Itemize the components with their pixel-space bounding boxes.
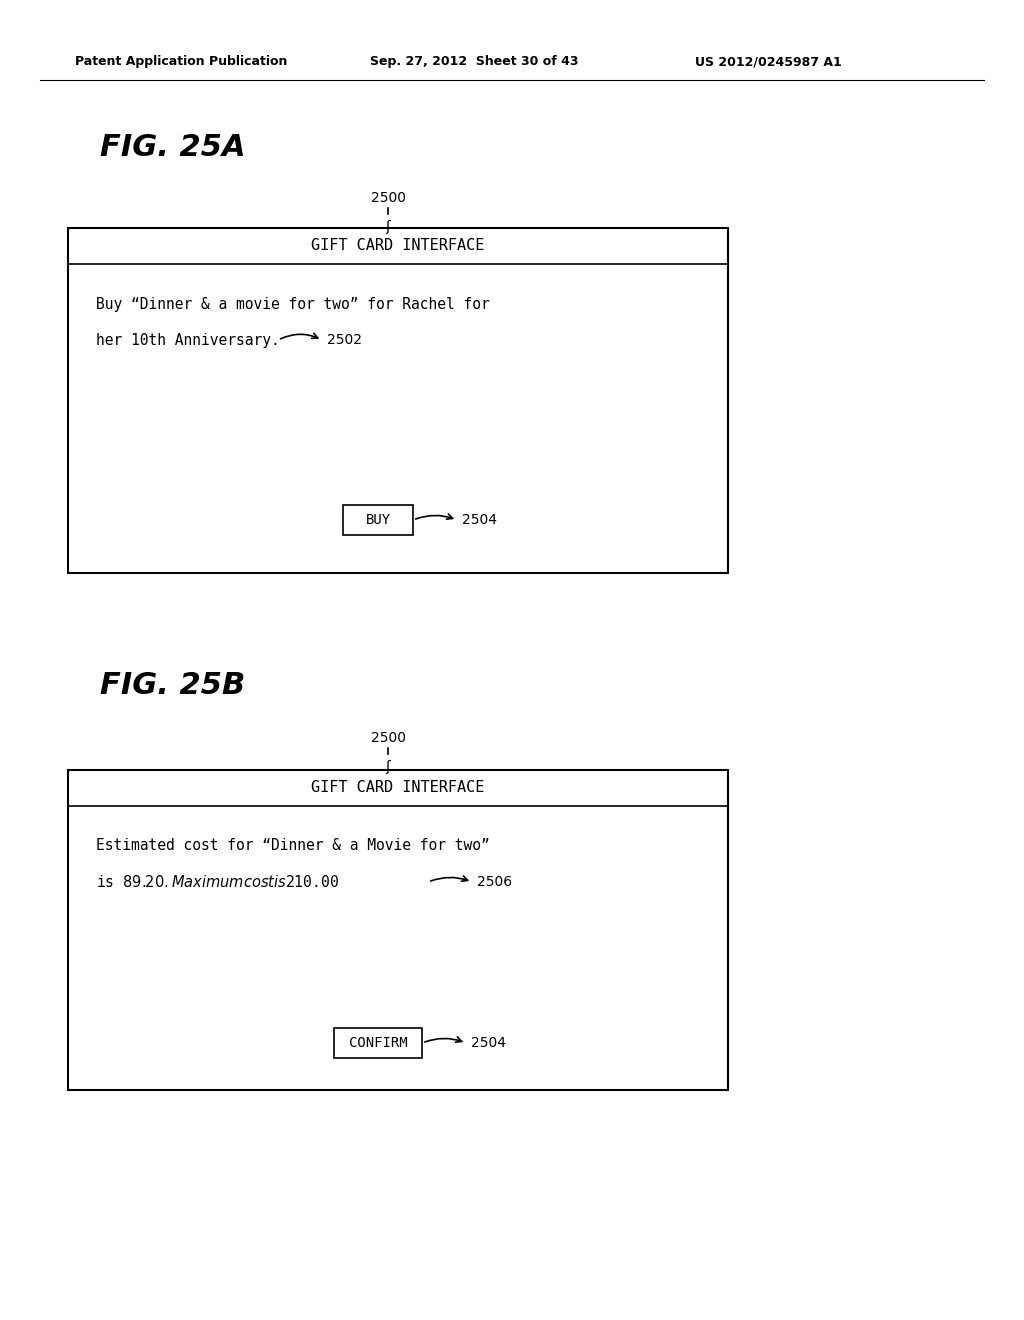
Text: 2500: 2500 [371,731,406,744]
Text: 2506: 2506 [477,875,512,888]
Text: 2500: 2500 [371,191,406,205]
Bar [68,770,728,1090]
Text: GIFT CARD INTERFACE: GIFT CARD INTERFACE [311,239,484,253]
Text: ʃ: ʃ [386,760,390,774]
Text: Patent Application Publication: Patent Application Publication [75,55,288,69]
Text: Estimated cost for “Dinner & a Movie for two”: Estimated cost for “Dinner & a Movie for… [96,838,489,854]
Text: GIFT CARD INTERFACE: GIFT CARD INTERFACE [311,780,484,796]
Bar [343,506,413,535]
Bar [334,1028,422,1059]
Text: is $89.20. Maximum cost is $210.00: is $89.20. Maximum cost is $210.00 [96,874,339,890]
Text: CONFIRM: CONFIRM [349,1036,408,1049]
Text: Sep. 27, 2012  Sheet 30 of 43: Sep. 27, 2012 Sheet 30 of 43 [370,55,579,69]
Text: ʃ: ʃ [386,220,390,234]
Text: 2504: 2504 [462,513,497,527]
Bar [68,228,728,573]
Text: Buy “Dinner & a movie for two” for Rachel for: Buy “Dinner & a movie for two” for Rache… [96,297,489,312]
Text: her 10th Anniversary.: her 10th Anniversary. [96,333,280,347]
Text: FIG. 25A: FIG. 25A [100,132,246,161]
Text: US 2012/0245987 A1: US 2012/0245987 A1 [695,55,842,69]
Text: BUY: BUY [366,513,390,527]
Text: FIG. 25B: FIG. 25B [100,671,246,700]
Text: 2502: 2502 [327,333,362,347]
Text: 2504: 2504 [471,1036,506,1049]
